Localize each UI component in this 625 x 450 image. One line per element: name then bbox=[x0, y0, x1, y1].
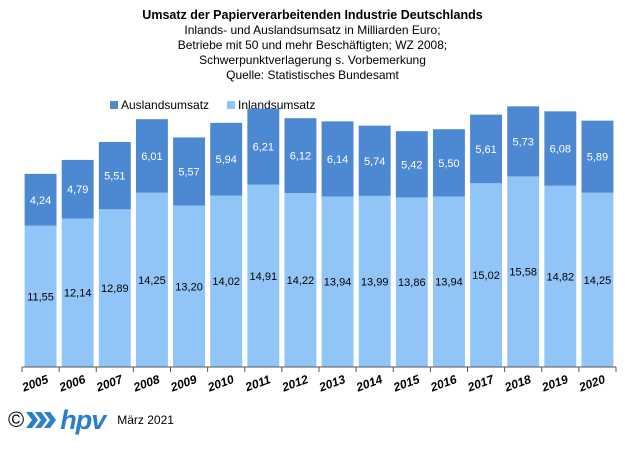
bar-inland-2013 bbox=[321, 196, 354, 367]
x-tick-label-2013: 2013 bbox=[316, 372, 347, 395]
legend-label-auslandsumsatz: Auslandsumsatz bbox=[121, 98, 209, 112]
x-tick-label-2019: 2019 bbox=[539, 372, 570, 395]
x-tick-label-2006: 2006 bbox=[56, 372, 87, 395]
bar-ausland-2014 bbox=[358, 125, 391, 196]
data-label-inland-2006: 12,14 bbox=[64, 288, 92, 300]
bar-inland-2006 bbox=[61, 218, 94, 367]
x-tick-label-2005: 2005 bbox=[19, 372, 50, 395]
data-label-ausland-2011: 6,21 bbox=[253, 142, 274, 154]
data-label-inland-2005: 11,55 bbox=[27, 291, 54, 303]
data-label-inland-2015: 13,86 bbox=[398, 277, 426, 289]
copyright-symbol: © bbox=[8, 407, 25, 432]
data-label-inland-2008: 14,25 bbox=[138, 275, 166, 287]
bar-inland-2008 bbox=[135, 192, 168, 367]
data-label-ausland-2020: 5,89 bbox=[587, 152, 608, 164]
data-label-inland-2020: 14,25 bbox=[584, 275, 612, 287]
data-label-ausland-2018: 5,73 bbox=[512, 136, 533, 148]
bar-inland-2012 bbox=[284, 193, 317, 367]
x-tick-label-2007: 2007 bbox=[94, 372, 126, 395]
bar-ausland-2007 bbox=[98, 141, 131, 210]
x-tick-label-2009: 2009 bbox=[168, 372, 199, 395]
data-label-inland-2018: 15,58 bbox=[509, 267, 537, 279]
x-tick-label-2016: 2016 bbox=[428, 372, 459, 395]
hpv-logo-text: hpv bbox=[60, 404, 106, 435]
data-label-inland-2007: 12,89 bbox=[101, 283, 129, 295]
x-tick-label-2012: 2012 bbox=[279, 372, 310, 395]
data-label-inland-2016: 13,94 bbox=[435, 277, 463, 289]
data-label-ausland-2007: 5,51 bbox=[104, 171, 125, 183]
bar-inland-2020 bbox=[581, 192, 614, 367]
bar-inland-2014 bbox=[358, 195, 391, 367]
bar-inland-2019 bbox=[544, 185, 577, 367]
chart-titles: Umsatz der Papierverarbeitenden Industri… bbox=[0, 8, 625, 83]
bar-ausland-2016 bbox=[432, 129, 465, 197]
bar-ausland-2017 bbox=[470, 114, 503, 184]
x-tick-label-2014: 2014 bbox=[353, 372, 384, 395]
data-label-ausland-2017: 5,61 bbox=[475, 144, 496, 156]
publication-date: März 2021 bbox=[117, 413, 174, 427]
data-label-inland-2012: 14,22 bbox=[287, 275, 315, 287]
chart-title: Umsatz der Papierverarbeitenden Industri… bbox=[142, 8, 483, 22]
data-label-ausland-2013: 6,14 bbox=[327, 154, 348, 166]
bar-inland-2007 bbox=[98, 209, 131, 367]
bar-ausland-2015 bbox=[395, 131, 428, 198]
bar-ausland-2018 bbox=[507, 106, 540, 177]
footer: © hpv März 2021 bbox=[8, 404, 174, 436]
bar-ausland-2009 bbox=[173, 137, 206, 206]
data-label-ausland-2015: 5,42 bbox=[401, 159, 422, 171]
chart-subtitle-4: Quelle: Statistisches Bundesamt bbox=[226, 68, 399, 82]
chart-subtitle-2: Betriebe mit 50 und mehr Beschäftigten; … bbox=[177, 38, 448, 52]
data-label-inland-2013: 13,94 bbox=[324, 277, 352, 289]
x-tick-label-2008: 2008 bbox=[131, 372, 162, 395]
chart-subtitle-1: Inlands- und Auslandsumsatz in Milliarde… bbox=[184, 23, 441, 37]
bar-inland-2010 bbox=[210, 195, 243, 367]
bar-inland-2011 bbox=[247, 184, 280, 367]
bar-ausland-2012 bbox=[284, 118, 317, 194]
x-tick-label-2015: 2015 bbox=[391, 372, 422, 395]
bar-ausland-2020 bbox=[581, 120, 614, 193]
bar-inland-2017 bbox=[470, 183, 503, 367]
legend-swatch-auslandsumsatz bbox=[110, 101, 118, 109]
x-tick-label-2017: 2017 bbox=[465, 372, 497, 395]
data-label-ausland-2014: 5,74 bbox=[364, 156, 385, 168]
bar-inland-2018 bbox=[507, 176, 540, 367]
x-tick-label-2010: 2010 bbox=[205, 372, 236, 395]
bar-inland-2016 bbox=[432, 196, 465, 367]
hpv-logo-icon bbox=[26, 409, 57, 431]
data-label-ausland-2006: 4,79 bbox=[67, 184, 88, 196]
data-label-ausland-2005: 4,24 bbox=[30, 195, 51, 207]
data-label-inland-2017: 15,02 bbox=[472, 270, 500, 282]
bar-ausland-2019 bbox=[544, 111, 577, 186]
x-tick-label-2020: 2020 bbox=[576, 372, 607, 395]
bar-inland-2015 bbox=[395, 197, 428, 367]
bar-ausland-2006 bbox=[61, 159, 94, 219]
data-label-inland-2010: 14,02 bbox=[212, 276, 240, 288]
x-tick-label-2018: 2018 bbox=[502, 372, 533, 395]
stacked-bar-chart: Auslandsumsatz Inlandsumsatz 11,55 4,24 2005… bbox=[19, 98, 617, 395]
x-tick-label-2011: 2011 bbox=[242, 372, 272, 394]
bar-inland-2009 bbox=[173, 205, 206, 367]
bar-ausland-2011 bbox=[247, 108, 280, 185]
data-label-ausland-2016: 5,50 bbox=[438, 158, 459, 170]
bar-ausland-2008 bbox=[135, 119, 168, 193]
data-label-inland-2009: 13,20 bbox=[175, 281, 203, 293]
data-label-inland-2014: 13,99 bbox=[361, 276, 389, 288]
bar-ausland-2005 bbox=[24, 173, 57, 226]
data-label-inland-2019: 14,82 bbox=[547, 271, 575, 283]
data-label-ausland-2008: 6,01 bbox=[141, 151, 162, 163]
chart-subtitle-3: Schwerpunktverlagerung s. Vorbemerkung bbox=[199, 53, 426, 67]
data-label-ausland-2010: 5,94 bbox=[215, 154, 236, 166]
data-label-inland-2011: 14,91 bbox=[250, 271, 278, 283]
data-label-ausland-2012: 6,12 bbox=[290, 151, 311, 163]
data-label-ausland-2009: 5,57 bbox=[178, 166, 199, 178]
bar-inland-2005 bbox=[24, 225, 57, 367]
bar-ausland-2010 bbox=[210, 122, 243, 196]
data-label-ausland-2019: 6,08 bbox=[550, 144, 571, 156]
legend-swatch-inlandsumsatz bbox=[227, 101, 235, 109]
bar-ausland-2013 bbox=[321, 121, 354, 197]
legend-label-inlandsumsatz: Inlandsumsatz bbox=[238, 98, 315, 112]
